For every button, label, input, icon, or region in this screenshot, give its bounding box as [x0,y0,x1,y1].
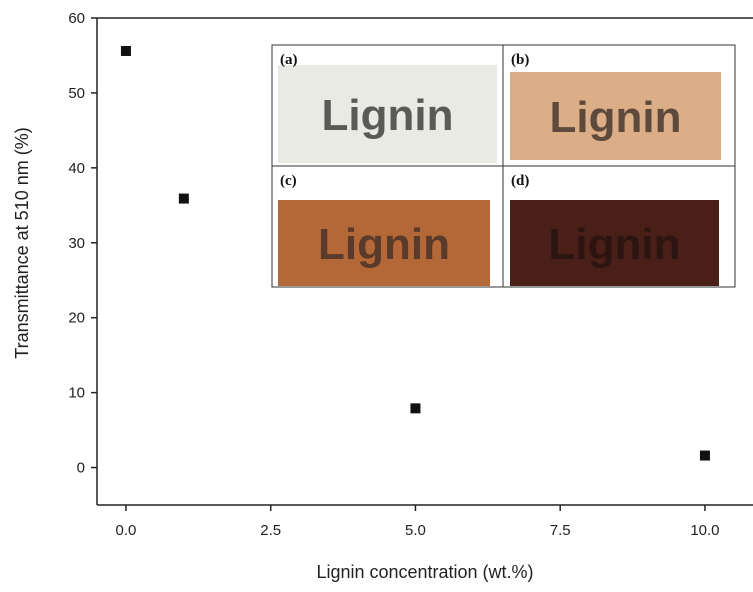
point [179,194,189,204]
x-tick-label: 0.0 [116,522,137,539]
y-axis-label: Transmittance at 510 nm (%) [12,127,32,358]
x-axis-label: Lignin concentration (wt.%) [316,562,533,582]
x-tick-label: 5.0 [405,522,426,539]
y-tick-label: 60 [68,10,85,27]
panel-text: Lignin [549,220,681,269]
inset: Lignin (a) Lignin (b) Lignin (c) Lignin (d) [272,45,735,287]
x-tick-label: 2.5 [260,522,281,539]
point [121,46,131,56]
y-tick-label: 40 [68,160,85,177]
chart: Lignin concentration (wt.%) Transmittanc… [0,0,753,587]
y-tick-label: 50 [68,85,85,102]
x-tick-label: 10.0 [690,522,719,539]
point [700,451,710,461]
point [410,403,420,413]
y-tick-label: 30 [68,235,85,252]
y-tick-label: 20 [68,310,85,327]
y-tick-label: 0 [77,460,85,477]
panel-label: (d) [511,173,529,189]
y-tick-label: 10 [68,385,85,402]
panel-text: Lignin [318,220,450,269]
panel-label: (a) [280,52,298,68]
panel-text: Lignin [322,91,454,140]
panel-text: Lignin [550,93,682,142]
x-tick-label: 7.5 [550,522,571,539]
panel-label: (b) [511,52,529,68]
panel-label: (c) [280,173,297,189]
